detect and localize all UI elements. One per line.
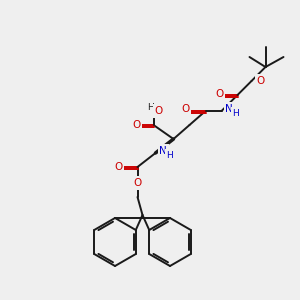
Text: N: N [160, 146, 167, 156]
Text: O: O [215, 89, 223, 99]
Text: H: H [147, 103, 154, 112]
Text: O: O [154, 106, 163, 116]
Text: O: O [134, 178, 142, 188]
Text: O: O [182, 104, 190, 114]
Text: O: O [256, 76, 265, 86]
Text: H: H [232, 109, 239, 118]
Text: N: N [226, 104, 233, 114]
Text: H: H [167, 151, 173, 160]
Text: O: O [114, 162, 123, 172]
Text: O: O [132, 120, 141, 130]
